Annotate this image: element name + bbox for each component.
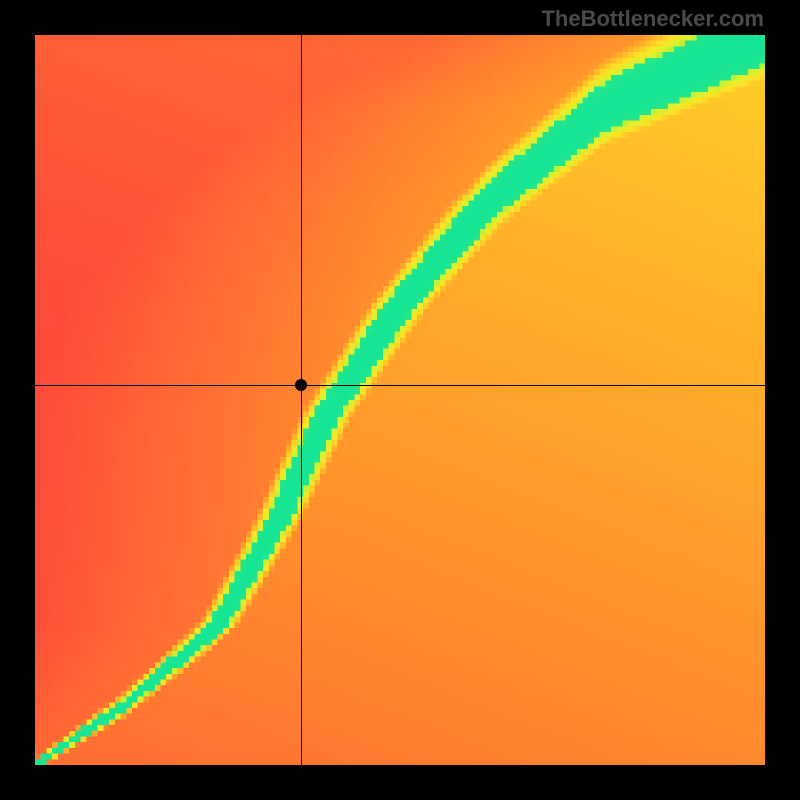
crosshair-horizontal xyxy=(35,385,765,386)
bottleneck-heatmap xyxy=(35,35,765,765)
chart-container: TheBottlenecker.com xyxy=(0,0,800,800)
watermark-text: TheBottlenecker.com xyxy=(541,6,764,32)
crosshair-vertical xyxy=(301,35,302,765)
